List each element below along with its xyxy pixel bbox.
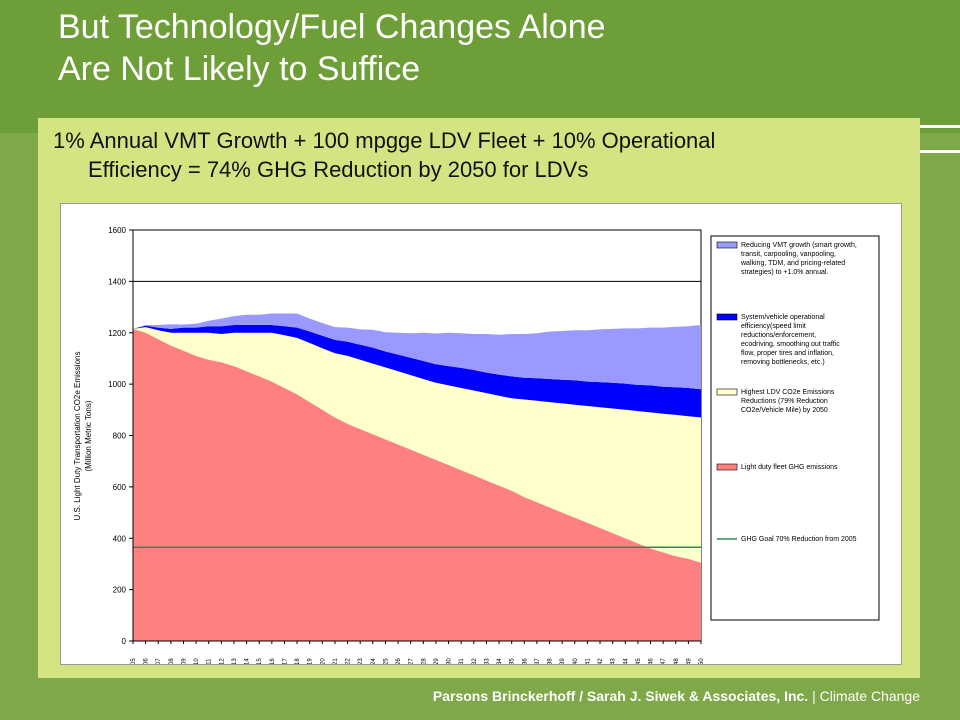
- x-tick-label: 2019: [308, 658, 314, 664]
- legend-label: efficiency(speed limit: [741, 323, 806, 330]
- x-tick-label: 2039: [560, 658, 566, 664]
- legend-box: [710, 235, 880, 621]
- y-axis-label-line-1: U.S. Light Duty Transportation CO2e Emis…: [73, 352, 82, 521]
- legend-label: strategies) to +1.0% annual.: [741, 269, 828, 276]
- slide-subtitle: 1% Annual VMT Growth + 100 mpgge LDV Fle…: [53, 126, 893, 184]
- x-tick-label: 2022: [346, 658, 352, 664]
- x-tick-label: 2012: [219, 658, 225, 664]
- x-tick-label: 2037: [535, 658, 541, 664]
- series-ldv-reductions-area: [133, 327, 701, 563]
- x-tick-label: 2048: [674, 658, 680, 664]
- x-tick-label: 2010: [194, 658, 200, 664]
- x-tick-label: 2009: [181, 658, 187, 664]
- x-tick-label: 2016: [270, 658, 276, 664]
- footer-credit: Parsons Brinckerhoff / Sarah J. Siwek & …: [432, 688, 809, 704]
- footer-topic: | Climate Change: [808, 688, 920, 704]
- x-tick-label: 2024: [371, 658, 377, 664]
- series-operational-efficiency-area: [133, 325, 701, 418]
- x-tick-label: 2032: [472, 658, 478, 664]
- legend-label: reductions/enforcement,: [741, 332, 816, 339]
- series-fleet-emissions-area: [133, 328, 701, 641]
- footer: Parsons Brinckerhoff / Sarah J. Siwek & …: [433, 688, 920, 704]
- x-tick-label: 2033: [484, 658, 490, 664]
- x-tick-label: 2017: [282, 658, 288, 664]
- x-tick-label: 2041: [585, 658, 591, 664]
- x-tick-label: 2034: [497, 658, 503, 664]
- x-tick-label: 2035: [510, 658, 516, 664]
- x-tick-label: 2047: [661, 658, 667, 664]
- x-tick-label: 2031: [459, 658, 465, 664]
- x-tick-label: 2050: [699, 658, 705, 664]
- x-tick-label: 2049: [686, 658, 692, 664]
- legend-label: removing bottlenecks, etc.): [741, 359, 825, 366]
- legend-label: System/vehicle operational: [741, 314, 825, 321]
- emissions-chart: 0 200 400 600 800 1000 1200 1400 1600 2005 2006 200…: [73, 226, 880, 672]
- x-tick-label: 2021: [333, 658, 339, 664]
- title-line-2: Are Not Likely to Suffice: [58, 50, 421, 88]
- decorative-line: [918, 150, 960, 153]
- x-tick-label: 2026: [396, 658, 402, 664]
- x-tick-label: 2036: [522, 658, 528, 664]
- x-tick-label: 2023: [358, 658, 364, 664]
- legend-label: ecodriving, smoothing out traffic: [741, 341, 840, 348]
- slide-header: [0, 0, 960, 133]
- x-tick-label: 2028: [421, 658, 427, 664]
- x-tick-label: 2025: [383, 658, 389, 664]
- legend-label: flow, proper tires and inflation,: [741, 350, 834, 357]
- x-tick-label: 2042: [598, 658, 604, 664]
- subtitle-line-2: Efficiency = 74% GHG Reduction by 2050 f…: [88, 157, 589, 182]
- x-tick-label: 2008: [169, 658, 175, 664]
- x-tick-label: 2014: [245, 658, 251, 664]
- x-tick-label: 2020: [320, 658, 326, 664]
- x-tick-label: 2005: [131, 658, 137, 664]
- x-tick-label: 2015: [257, 658, 263, 664]
- x-tick-label: 2027: [409, 658, 415, 664]
- legend-label: Light duty fleet GHG emissions: [741, 464, 838, 471]
- legend-label: CO2e/Vehicle Mile) by 2050: [741, 407, 828, 414]
- series-vmt-reduction-area: [133, 313, 701, 390]
- subtitle-line-1: 1% Annual VMT Growth + 100 mpgge LDV Fle…: [53, 128, 716, 153]
- y-tick-label: 200: [113, 586, 127, 595]
- x-tick-label: 2046: [649, 658, 655, 664]
- legend-label: Reducing VMT growth (smart growth,: [741, 242, 857, 249]
- legend-key-fleet: [716, 463, 738, 471]
- x-tick-label: 2013: [232, 658, 238, 664]
- y-tick-label: 0: [122, 637, 127, 646]
- legend-label: transit, carpooling, vanpooling,: [741, 251, 836, 258]
- y-tick-label: 800: [113, 432, 127, 441]
- legend-key-operational: [716, 313, 738, 321]
- y-tick-label: 1000: [108, 380, 126, 389]
- y-tick-label: 1400: [108, 277, 126, 286]
- x-tick-label: 2029: [434, 658, 440, 664]
- y-tick-label: 1200: [108, 329, 126, 338]
- x-tick-label: 2018: [295, 658, 301, 664]
- x-tick-label: 2044: [623, 658, 629, 664]
- legend-key-vmt: [716, 241, 738, 249]
- x-tick-label: 2038: [548, 658, 554, 664]
- y-axis-label-line-2: (Million Metric Tons): [84, 400, 93, 471]
- chart-container: 0 200 400 600 800 1000 1200 1400 1600 2005 2006 200…: [60, 203, 902, 672]
- x-tick-label: 2030: [447, 658, 453, 664]
- y-tick-label: 400: [113, 534, 127, 543]
- x-tick-label: 2045: [636, 658, 642, 664]
- legend-label: GHG Goal 70% Reduction from 2005: [741, 536, 857, 543]
- legend-key-ldv: [716, 388, 738, 396]
- y-tick-label: 1600: [108, 226, 126, 235]
- legend-label: Reductions (79% Reduction: [741, 398, 828, 405]
- decorative-line: [918, 125, 960, 128]
- x-tick-label: 2006: [144, 658, 150, 664]
- x-tick-label: 2011: [207, 658, 213, 664]
- title-line-1: But Technology/Fuel Changes Alone: [58, 8, 606, 46]
- x-tick-label: 2007: [156, 658, 162, 664]
- x-tick-label: 2043: [611, 658, 617, 664]
- y-tick-label: 600: [113, 483, 127, 492]
- slide-title: But Technology/Fuel Changes Alone Are No…: [58, 6, 606, 90]
- x-tick-label: 2040: [573, 658, 579, 664]
- legend-label: Highest LDV CO2e Emissions: [741, 389, 835, 396]
- legend-label: walking, TDM, and pricing-related: [740, 260, 845, 267]
